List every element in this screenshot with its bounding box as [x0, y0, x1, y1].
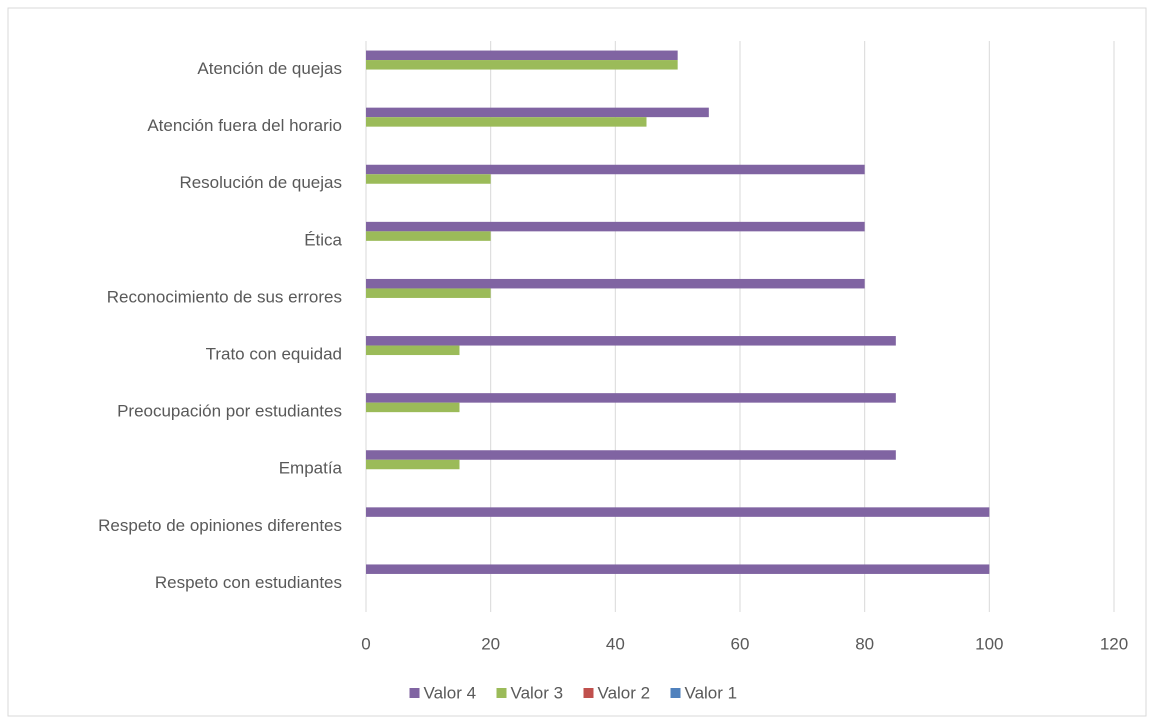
bar: [366, 507, 990, 517]
legend-label: Valor 2: [598, 683, 651, 702]
y-tick-label: Respeto de opiniones diferentes: [98, 516, 342, 535]
bar: [366, 50, 678, 61]
bar: [366, 336, 896, 346]
bar: [366, 231, 491, 241]
x-tick-label: 100: [975, 634, 1003, 653]
bar: [366, 345, 460, 356]
y-tick-label: Empatía: [279, 459, 343, 478]
bar: [366, 450, 896, 460]
bar: [366, 288, 491, 298]
y-tick-label: Trato con equidad: [206, 345, 342, 364]
y-tick-label: Reconocimiento de sus errores: [107, 287, 342, 306]
bar: [366, 278, 865, 289]
bar: [366, 117, 647, 127]
legend-label: Valor 4: [424, 683, 477, 702]
bar: [366, 459, 460, 470]
x-tick-label: 120: [1100, 634, 1128, 653]
bar: [366, 60, 678, 70]
x-tick-label: 0: [361, 634, 370, 653]
bar: [366, 107, 709, 118]
bar: [366, 164, 865, 175]
bar: [366, 564, 990, 574]
x-tick-label: 20: [481, 634, 500, 653]
y-tick-label: Respeto con estudiantes: [155, 573, 342, 592]
y-tick-label: Resolución de quejas: [179, 173, 342, 192]
y-tick-label: Ética: [304, 230, 342, 249]
bar: [366, 174, 491, 184]
bar: [366, 221, 865, 232]
y-tick-label: Atención fuera del horario: [147, 116, 342, 135]
legend-swatch: [583, 688, 594, 698]
legend-swatch: [409, 688, 420, 698]
x-tick-label: 40: [606, 634, 625, 653]
legend-label: Valor 3: [511, 683, 564, 702]
legend-swatch: [496, 688, 507, 698]
legend-label: Valor 1: [685, 683, 738, 702]
y-tick-label: Preocupación por estudiantes: [117, 402, 342, 421]
y-tick-label: Atención de quejas: [197, 59, 342, 78]
bar: [366, 393, 896, 403]
legend-swatch: [670, 688, 681, 698]
x-tick-label: 80: [855, 634, 874, 653]
x-tick-label: 60: [731, 634, 750, 653]
bar: [366, 402, 460, 413]
